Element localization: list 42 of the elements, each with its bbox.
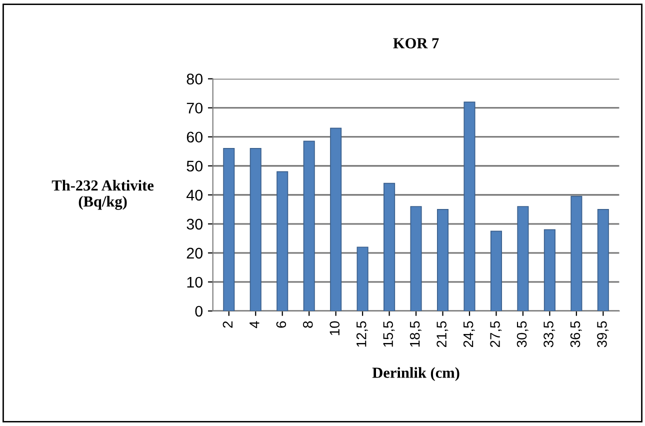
- y-tick-label: 80: [186, 74, 203, 84]
- bar: [597, 208, 609, 311]
- bar: [570, 196, 582, 311]
- x-tick-label: 27,5: [490, 321, 502, 348]
- x-tick-label: 6: [276, 321, 286, 328]
- y-tick-label: 40: [186, 190, 203, 201]
- bar: [517, 206, 529, 311]
- bar: [356, 246, 368, 311]
- x-tick-label: 8: [302, 321, 313, 328]
- bar: [544, 229, 556, 311]
- bar: [250, 148, 262, 311]
- y-tick-label: 30: [186, 218, 203, 230]
- x-tick-label: 12,5: [356, 321, 368, 347]
- y-axis-title: Th-232 Aktivite (Bq/kg): [52, 180, 154, 210]
- y-tick-label: 0: [195, 306, 203, 317]
- y-tick-label: 50: [186, 160, 203, 172]
- x-tick-label: 15,5: [383, 321, 395, 347]
- x-tick-label: 2: [222, 321, 232, 328]
- x-tick-label: 10: [330, 321, 340, 336]
- bar: [410, 206, 422, 311]
- bar: [384, 182, 396, 311]
- x-tick-label: 18,5: [410, 321, 422, 347]
- y-tick-label: 60: [186, 132, 203, 143]
- bar: [223, 148, 235, 311]
- x-tick-label: 24,5: [463, 321, 475, 348]
- y-tick-label: 20: [186, 248, 203, 259]
- bar: [330, 128, 342, 311]
- bar: [490, 230, 502, 311]
- x-tick-label: 36,5: [570, 321, 582, 348]
- x-tick-label: 39,5: [597, 321, 609, 348]
- x-tick-label: 30,5: [516, 321, 528, 348]
- bar: [436, 208, 449, 311]
- chart-title: KOR 7: [393, 38, 439, 48]
- x-axis-title: Derinlik (cm): [372, 367, 460, 382]
- bar: [303, 140, 315, 311]
- bar: [276, 171, 288, 311]
- x-tick-label: 33,5: [544, 321, 556, 348]
- y-tick-label: 70: [186, 102, 203, 114]
- x-tick-label: 21,5: [436, 321, 448, 348]
- y-tick-label: 10: [187, 276, 203, 288]
- bar: [464, 102, 476, 311]
- x-tick-label: 4: [250, 321, 260, 328]
